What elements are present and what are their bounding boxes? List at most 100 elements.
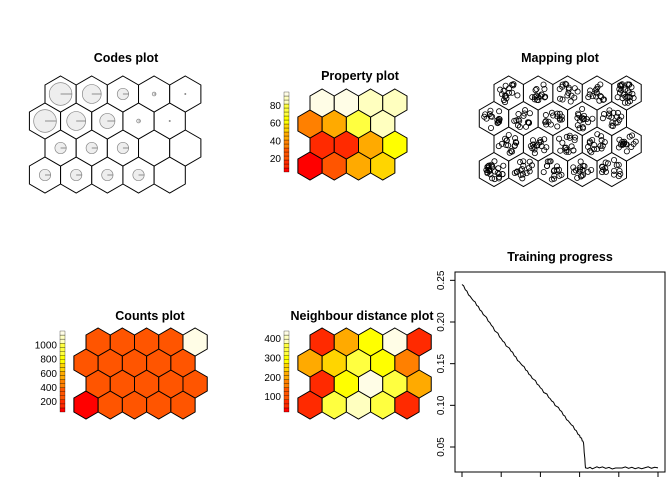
mapping-point xyxy=(599,163,606,170)
mapping-point xyxy=(599,142,606,149)
mapping-point xyxy=(488,161,495,168)
mapping-point xyxy=(542,118,549,125)
training-plot: 0.05 0.10 0.15 0.20 0.25 xyxy=(436,270,666,477)
mapping-point xyxy=(598,137,605,144)
mapping-point xyxy=(538,91,545,98)
mapping-point xyxy=(563,133,570,140)
mapping-point xyxy=(522,107,529,114)
mapping-point xyxy=(500,87,507,94)
mapping-point xyxy=(520,171,527,178)
mapping-point xyxy=(570,169,577,176)
mapping-point xyxy=(618,83,625,90)
mapping-point xyxy=(516,117,523,124)
mapping-point xyxy=(615,161,622,168)
mapping-point xyxy=(628,84,635,91)
counts-legend-tick-label: 400 xyxy=(40,383,57,394)
mapping-point xyxy=(589,115,596,122)
mapping-point xyxy=(496,118,503,125)
mapping-plot-title: Mapping plot xyxy=(521,51,600,65)
mapping-point xyxy=(632,138,639,145)
mapping-point xyxy=(562,144,569,151)
mapping-point xyxy=(485,162,492,169)
counts-legend-tick-label: 1000 xyxy=(35,341,58,352)
property-legend-swatch xyxy=(283,95,290,101)
mapping-point xyxy=(597,92,604,99)
property-legend-swatch xyxy=(283,111,290,117)
mapping-point xyxy=(502,82,509,89)
neighbour-legend-swatch xyxy=(283,387,290,392)
mapping-point xyxy=(563,148,570,155)
counts-legend-swatch xyxy=(59,351,66,356)
neighbour-legend-swatch xyxy=(283,338,290,344)
mapping-point xyxy=(559,81,566,88)
neighbour-legend-swatch xyxy=(283,383,290,388)
neighbour-legend-tick-label: 300 xyxy=(264,354,281,365)
mapping-point xyxy=(535,97,542,104)
mapping-point xyxy=(594,83,601,90)
mapping-point xyxy=(551,175,558,182)
mapping-point xyxy=(559,139,566,146)
neighbour-legend-swatch xyxy=(283,371,290,376)
mapping-point xyxy=(622,93,629,100)
mapping-point xyxy=(496,108,503,115)
mapping-point xyxy=(614,109,621,116)
neighbour-legend-swatch xyxy=(283,351,290,356)
mapping-point xyxy=(491,158,498,165)
mapping-point xyxy=(554,123,561,130)
mapping-point xyxy=(494,117,501,124)
mapping-point xyxy=(499,91,506,98)
mapping-point xyxy=(529,94,536,101)
mapping-point xyxy=(568,92,575,99)
mapping-point xyxy=(511,142,518,149)
mapping-point xyxy=(502,135,509,142)
mapping-point xyxy=(518,165,525,172)
training-y-tick-label: 0.10 xyxy=(436,395,447,415)
mapping-point xyxy=(594,146,601,153)
mapping-point xyxy=(565,86,572,93)
mapping-point xyxy=(608,122,615,129)
counts-legend-swatch xyxy=(59,359,66,364)
mapping-point xyxy=(514,92,521,99)
property-plot: 20 40 60 80 xyxy=(270,88,408,181)
mapping-point xyxy=(558,116,565,123)
mapping-point xyxy=(606,110,613,117)
mapping-point xyxy=(585,143,592,150)
mapping-point xyxy=(529,137,536,144)
counts-legend-swatch xyxy=(59,403,66,409)
mapping-point xyxy=(506,149,513,156)
counts-legend-swatch xyxy=(59,395,66,400)
mapping-point xyxy=(495,165,502,172)
property-legend-swatch xyxy=(283,123,290,129)
mapping-point xyxy=(585,119,592,126)
mapping-point xyxy=(562,80,569,87)
counts-legend-tick-label: 600 xyxy=(40,369,57,380)
mapping-point xyxy=(609,119,616,126)
mapping-point xyxy=(594,131,601,138)
mapping-point xyxy=(541,147,548,154)
mapping-point xyxy=(505,142,512,149)
mapping-point xyxy=(586,91,593,98)
mapping-point xyxy=(540,81,547,88)
mapping-point xyxy=(578,172,585,179)
mapping-point xyxy=(556,135,563,142)
counts-legend-swatch xyxy=(59,375,66,380)
mapping-point xyxy=(565,84,572,91)
mapping-point xyxy=(554,110,561,117)
mapping-point xyxy=(613,162,620,169)
mapping-point xyxy=(587,87,594,94)
counts-legend-swatch xyxy=(59,334,66,340)
neighbour-legend-swatch xyxy=(283,355,290,360)
property-legend-swatch xyxy=(283,135,290,141)
neighbour-legend-swatch xyxy=(283,403,290,409)
property-legend-swatch xyxy=(283,103,290,109)
mapping-point xyxy=(551,167,558,174)
neighbour-legend-swatch xyxy=(283,347,290,352)
neighbour-legend-swatch xyxy=(283,342,290,348)
training-y-tick-label: 0.25 xyxy=(436,270,447,290)
counts-legend-swatch xyxy=(59,391,66,396)
mapping-point xyxy=(487,124,494,131)
mapping-point xyxy=(514,168,521,175)
training-y-tick-label: 0.15 xyxy=(436,354,447,374)
property-legend-swatch xyxy=(283,127,290,133)
property-legend-swatch xyxy=(283,99,290,105)
